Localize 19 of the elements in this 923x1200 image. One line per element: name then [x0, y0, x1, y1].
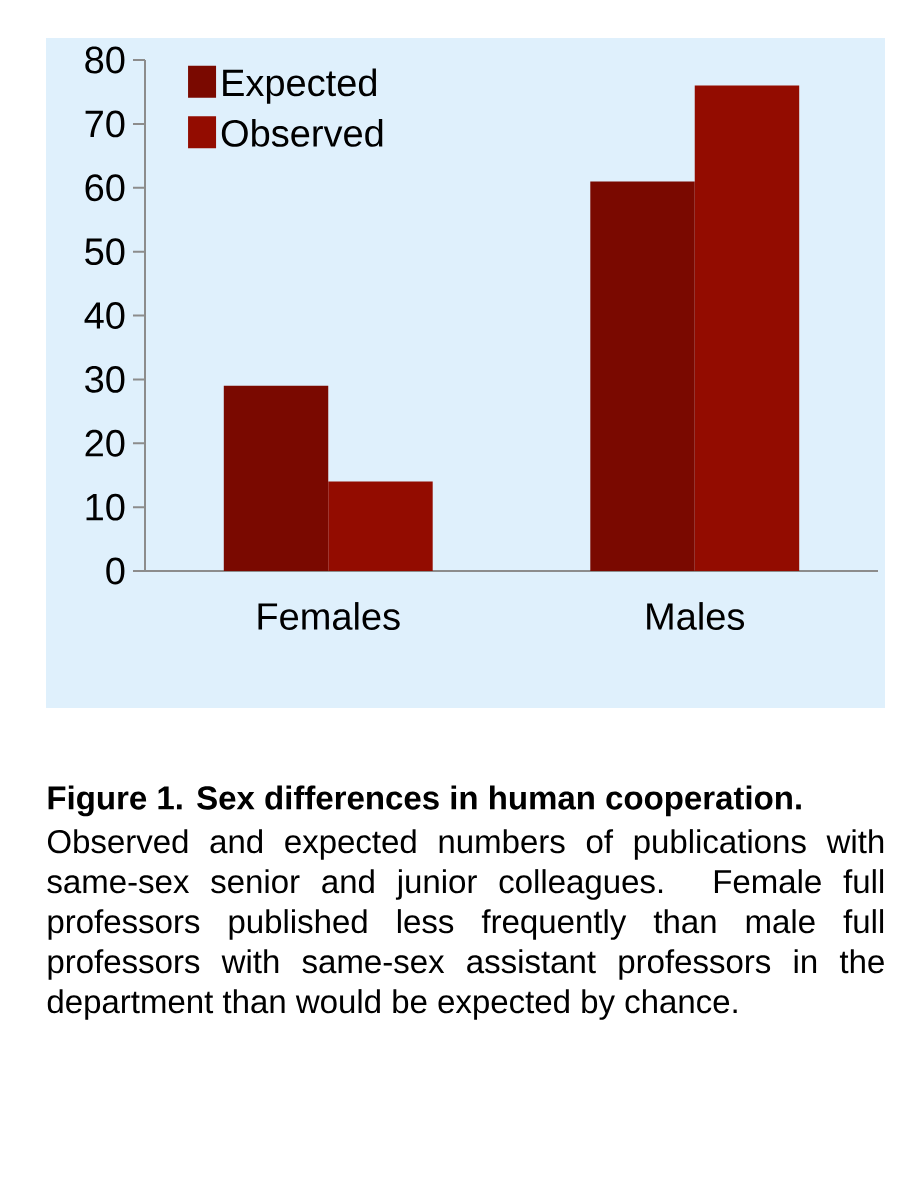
bar: [694, 85, 800, 572]
text: Figure 1. Sex differences in human cooperation.: [48, 785, 801, 817]
y-tick-label: 80: [85, 46, 125, 74]
bar: [223, 385, 329, 572]
text: Observed and expected numbers of publications with same-sex senior and junior colleagues. Female full professors published less frequently than male full professors with same-sex assistant professors in the department than would be expected by chance.: [47, 829, 884, 1020]
legend-label: Expected: [223, 68, 377, 104]
y-tick-label: 50: [85, 238, 125, 266]
bar: [590, 181, 695, 572]
y-tick-label: 70: [85, 110, 125, 138]
y-tick-label: 40: [84, 302, 125, 329]
legend-label: Observed: [221, 118, 383, 147]
x-tick-label: Females: [258, 602, 400, 630]
y-tick-label: 20: [85, 429, 125, 457]
y-tick-label: 60: [85, 174, 125, 202]
bar: [328, 481, 433, 572]
y-tick-label: 0: [106, 557, 125, 585]
y-tick-label: 10: [86, 493, 125, 521]
x-tick-label: Males: [647, 602, 745, 630]
y-tick-label: 30: [85, 365, 125, 393]
